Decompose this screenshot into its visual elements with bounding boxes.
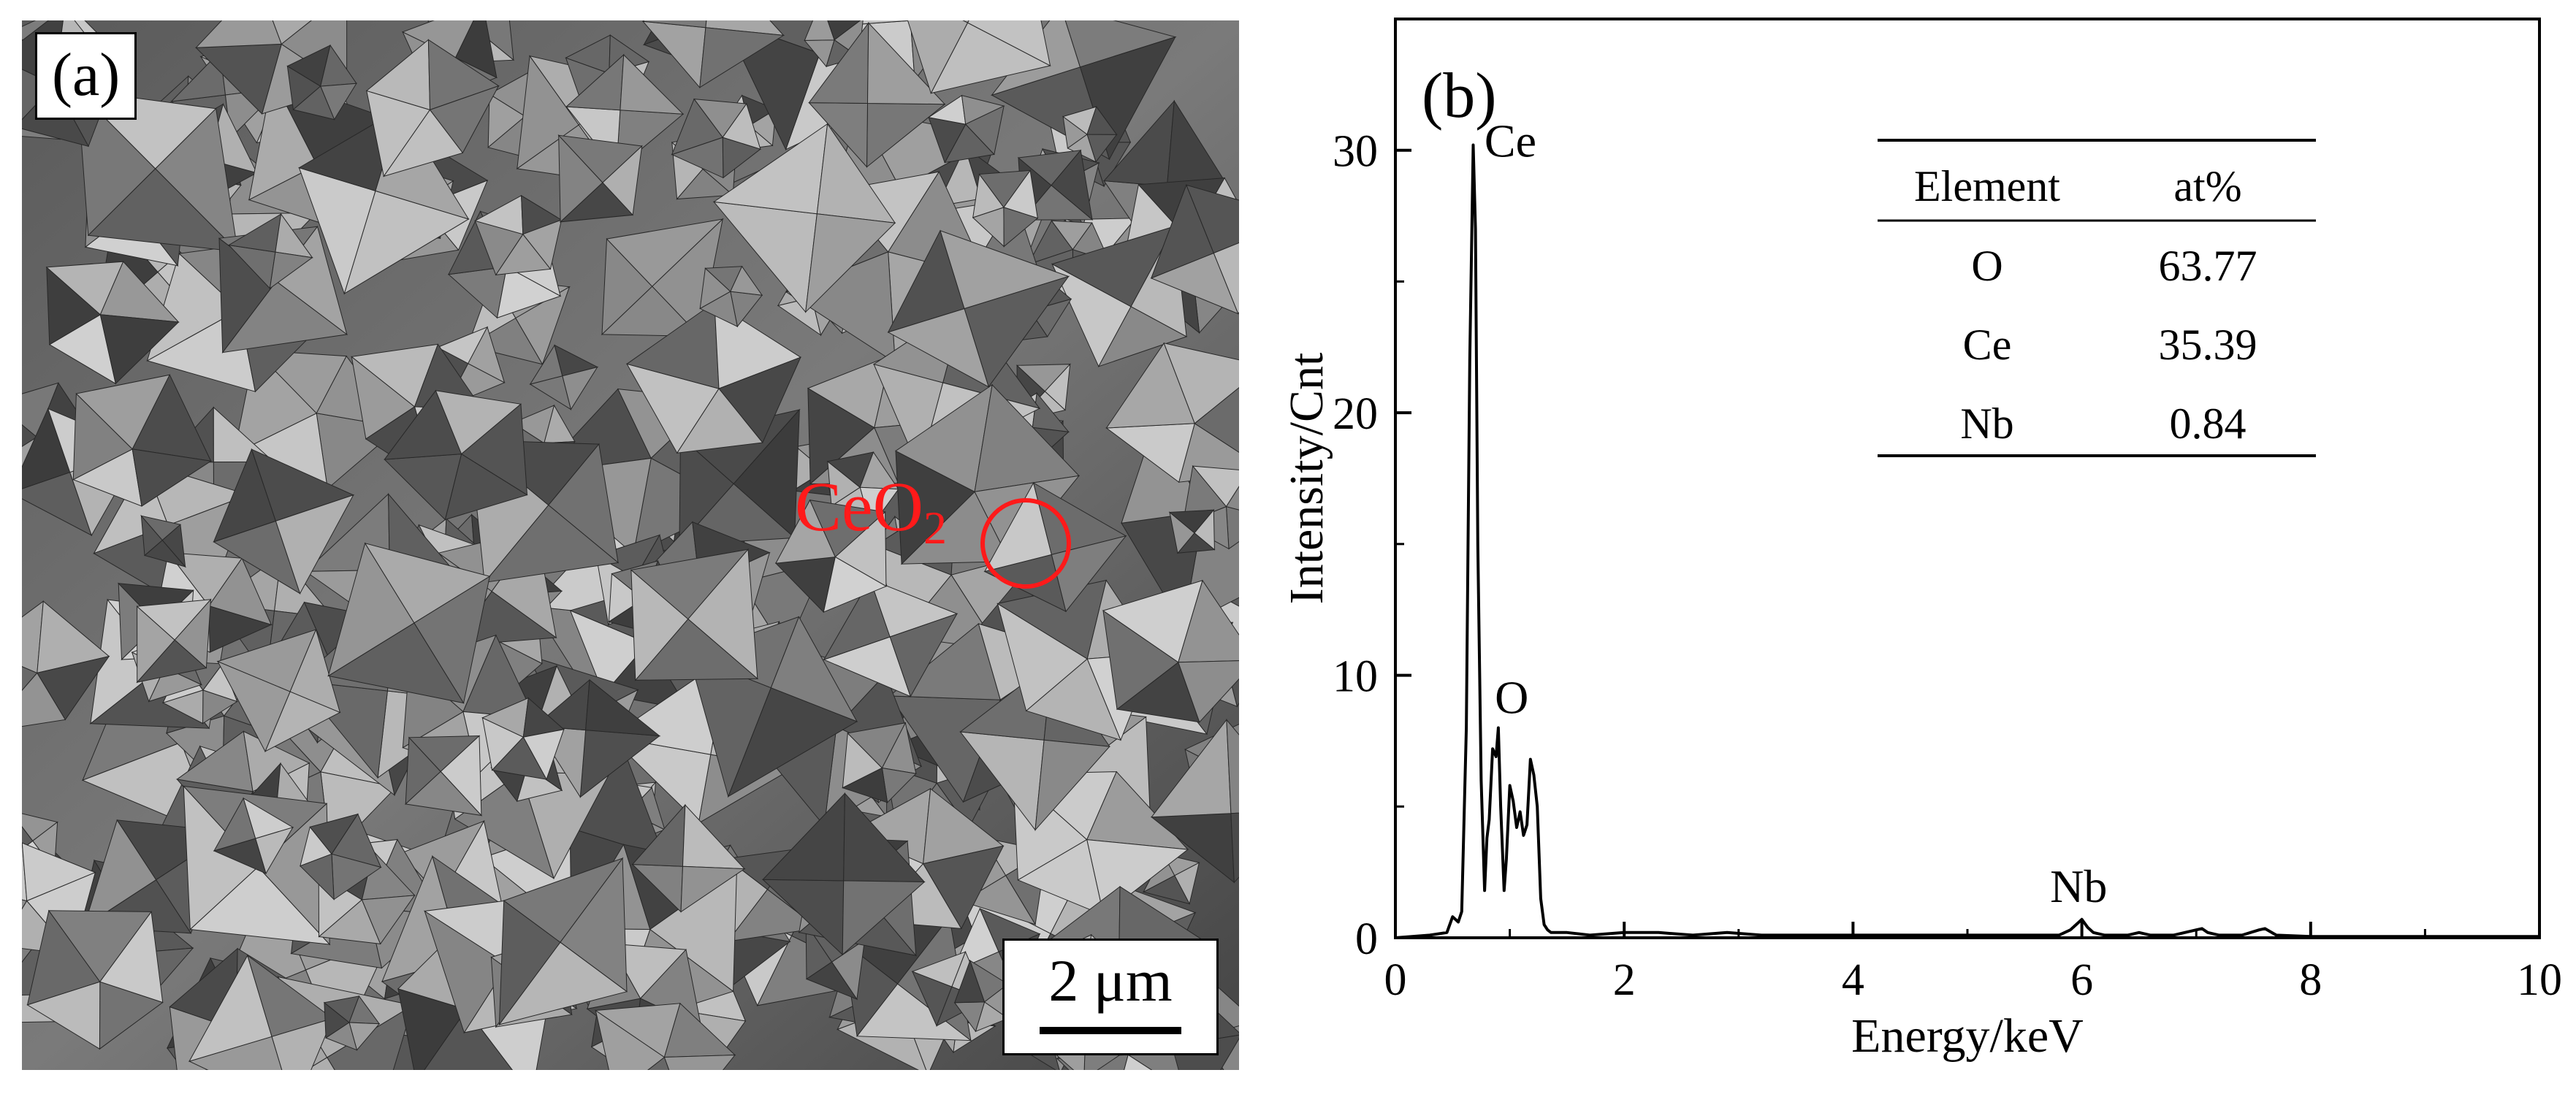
x-tick-label: 2 <box>1613 955 1636 1005</box>
crystal-facet <box>664 1055 735 1071</box>
eds-chart: 0 2 4 6 8 10 0 10 20 30 Ce O Nb (b) Energy/keV Inte… <box>1242 0 2576 1093</box>
panel-a-label: (a) <box>35 32 137 120</box>
eds-spectrum-panel: 0 2 4 6 8 10 0 10 20 30 Ce O Nb (b) Energy/keV Inte… <box>1242 0 2576 1093</box>
y-tick-label: 30 <box>1333 127 1378 177</box>
ceo2-annotation-subscript: 2 <box>923 502 947 554</box>
y-axis-title: Intensity/Cnt <box>1280 353 1333 605</box>
table-cell: 0.84 <box>2170 400 2247 448</box>
y-tick-label: 10 <box>1333 652 1378 702</box>
table-cell: Ce <box>1963 321 2012 369</box>
y-tick-label: 20 <box>1333 389 1378 439</box>
table-cell: 35.39 <box>2159 321 2257 369</box>
ceo2-annotation-text: CeO <box>795 467 923 546</box>
x-tick-label: 4 <box>1842 955 1864 1005</box>
ceo2-annotation: CeO2 <box>795 472 947 551</box>
x-tick-label: 10 <box>2517 955 2562 1005</box>
table-cell: 63.77 <box>2159 242 2257 290</box>
spectrum-line <box>1395 145 2539 939</box>
x-tick-label: 6 <box>2070 955 2093 1005</box>
table-header-at-percent: at% <box>2173 162 2241 210</box>
plot-frame <box>1395 19 2539 938</box>
x-tick-label: 0 <box>1384 955 1407 1005</box>
scale-bar: 2 μm <box>1002 939 1219 1055</box>
table-cell: Nb <box>1960 400 2013 448</box>
scale-bar-line <box>1040 1027 1181 1034</box>
sem-image-panel: (a) CeO2 2 μm <box>22 20 1239 1070</box>
table-cell: O <box>1971 242 2003 290</box>
scale-bar-label: 2 μm <box>1005 951 1216 1011</box>
peak-label: O <box>1495 671 1528 723</box>
peak-label: Nb <box>2050 860 2107 912</box>
x-tick-label: 8 <box>2299 955 2322 1005</box>
element-table: Element at% O 63.77 Ce 35.39 Nb 0.84 <box>1878 140 2316 456</box>
x-axis-title: Energy/keV <box>1851 1009 2084 1063</box>
table-header-element: Element <box>1914 162 2060 210</box>
ceo2-marker-circle <box>980 498 1071 589</box>
panel-b-label: (b) <box>1422 61 1497 131</box>
y-tick-label: 0 <box>1355 914 1378 964</box>
